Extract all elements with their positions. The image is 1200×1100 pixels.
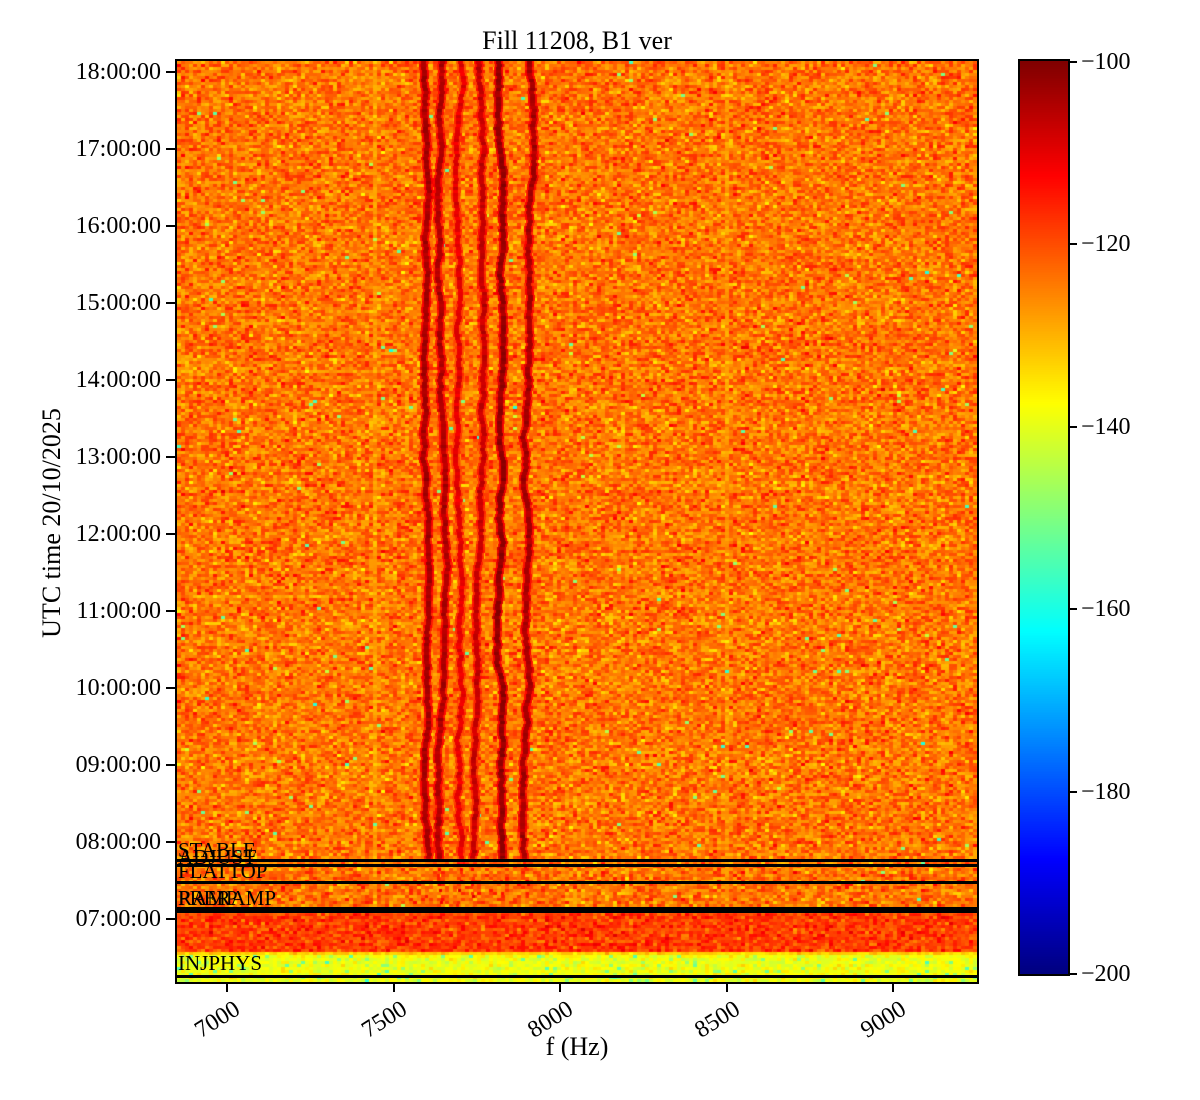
y-tick-mark [166, 841, 175, 843]
chart-title: Fill 11208, B1 ver [482, 26, 672, 55]
beam-mode-label-ramp: RAMP [178, 886, 238, 910]
beam-mode-line-preramp [177, 910, 977, 913]
colorbar-tick-mark [1070, 973, 1077, 975]
x-axis-label: f (Hz) [545, 1032, 609, 1061]
y-tick-mark [166, 302, 175, 304]
colorbar-tick-mark [1070, 608, 1077, 610]
x-tick-mark [892, 984, 894, 992]
y-tick-label: 09:00:00 [75, 752, 161, 778]
y-tick-label: 12:00:00 [75, 521, 161, 547]
colorbar-tick-mark [1070, 61, 1077, 63]
y-tick-mark [166, 148, 175, 150]
y-tick-mark [166, 456, 175, 458]
colorbar-tick-label: −160 [1081, 596, 1131, 622]
y-tick-label: 07:00:00 [75, 906, 161, 932]
beam-mode-line-flattop [177, 881, 977, 884]
beam-mode-label-stable: STABLE [178, 838, 256, 862]
y-tick-label: 14:00:00 [75, 367, 161, 393]
x-tick-mark [226, 984, 228, 992]
y-tick-mark [166, 610, 175, 612]
y-tick-label: 13:00:00 [75, 444, 161, 470]
colorbar-tick-label: −180 [1081, 779, 1131, 805]
beam-mode-line-ramp [177, 907, 977, 910]
x-tick-mark [559, 984, 561, 992]
beam-mode-label-flattop: FLATTOP [178, 859, 268, 883]
y-tick-mark [166, 379, 175, 381]
y-tick-mark [166, 533, 175, 535]
colorbar-tick-label: −200 [1081, 961, 1131, 987]
x-tick-mark [726, 984, 728, 992]
colorbar-tick-mark [1070, 243, 1077, 245]
beam-mode-label-preramp: PRERAMP [178, 886, 277, 910]
y-tick-mark [166, 764, 175, 766]
spectrogram-canvas [177, 61, 977, 982]
y-tick-label: 10:00:00 [75, 675, 161, 701]
colorbar-tick-label: −120 [1081, 231, 1131, 257]
y-tick-mark [166, 918, 175, 920]
y-tick-label: 08:00:00 [75, 829, 161, 855]
colorbar [1018, 59, 1070, 976]
y-tick-label: 11:00:00 [76, 598, 161, 624]
colorbar-tick-mark [1070, 426, 1077, 428]
y-tick-label: 18:00:00 [75, 59, 161, 85]
beam-mode-line-adjust [177, 864, 977, 867]
x-tick-mark [393, 984, 395, 992]
colorbar-tick-label: −100 [1081, 49, 1131, 75]
y-tick-mark [166, 225, 175, 227]
beam-mode-line-stable [177, 859, 977, 862]
y-tick-label: 17:00:00 [75, 136, 161, 162]
colorbar-tick-mark [1070, 791, 1077, 793]
beam-mode-label-injphys: INJPHYS [178, 951, 263, 975]
colorbar-tick-label: −140 [1081, 414, 1131, 440]
colorbar-canvas [1020, 61, 1068, 974]
beam-mode-label-adjust: ADJUST [178, 845, 257, 869]
y-tick-label: 15:00:00 [75, 290, 161, 316]
plot-area [175, 59, 979, 984]
y-tick-mark [166, 71, 175, 73]
y-tick-mark [166, 687, 175, 689]
beam-mode-line-injphys [177, 975, 977, 978]
y-tick-label: 16:00:00 [75, 213, 161, 239]
